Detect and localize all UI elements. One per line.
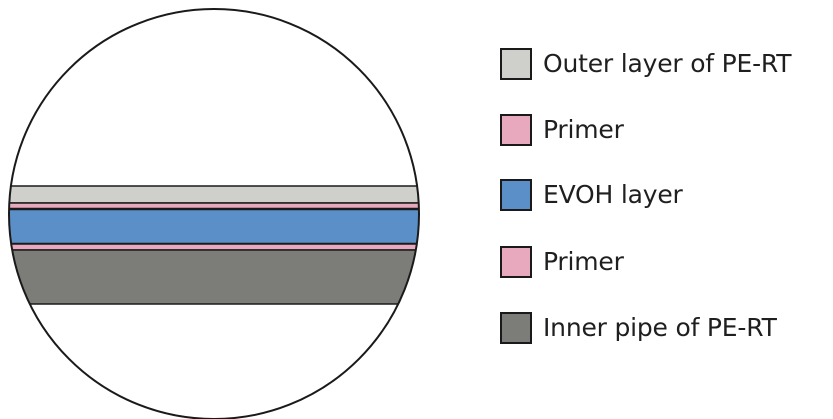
legend-item-primer-top: Primer [500,114,830,148]
legend-item-primer-bottom: Primer [500,246,830,280]
legend-swatch-primer-bottom [500,246,532,278]
legend-swatch-evoh-layer [500,179,532,211]
primer-bottom-band [9,243,419,251]
legend-item-inner-pipe: Inner pipe of PE-RT [500,312,830,346]
legend-swatch-outer-layer [500,48,532,80]
legend: Outer layer of PE-RT Primer EVOH layer P… [500,48,830,346]
evoh-layer-band [9,207,419,246]
inner-pipe-band [9,249,419,305]
legend-label-evoh-layer: EVOH layer [543,180,683,209]
outer-layer-band [9,185,419,204]
pipe-outline-circle [8,8,420,419]
legend-swatch-inner-pipe [500,312,532,344]
legend-swatch-primer-top [500,114,532,146]
legend-label-primer-bottom: Primer [543,247,624,276]
pipe-cross-section-diagram [8,8,420,419]
legend-label-inner-pipe: Inner pipe of PE-RT [543,313,777,342]
legend-item-evoh-layer: EVOH layer [500,179,830,213]
legend-item-outer-layer: Outer layer of PE-RT [500,48,830,82]
pipe-layers-group [9,185,419,305]
legend-label-primer-top: Primer [543,115,624,144]
legend-label-outer-layer: Outer layer of PE-RT [543,49,792,78]
